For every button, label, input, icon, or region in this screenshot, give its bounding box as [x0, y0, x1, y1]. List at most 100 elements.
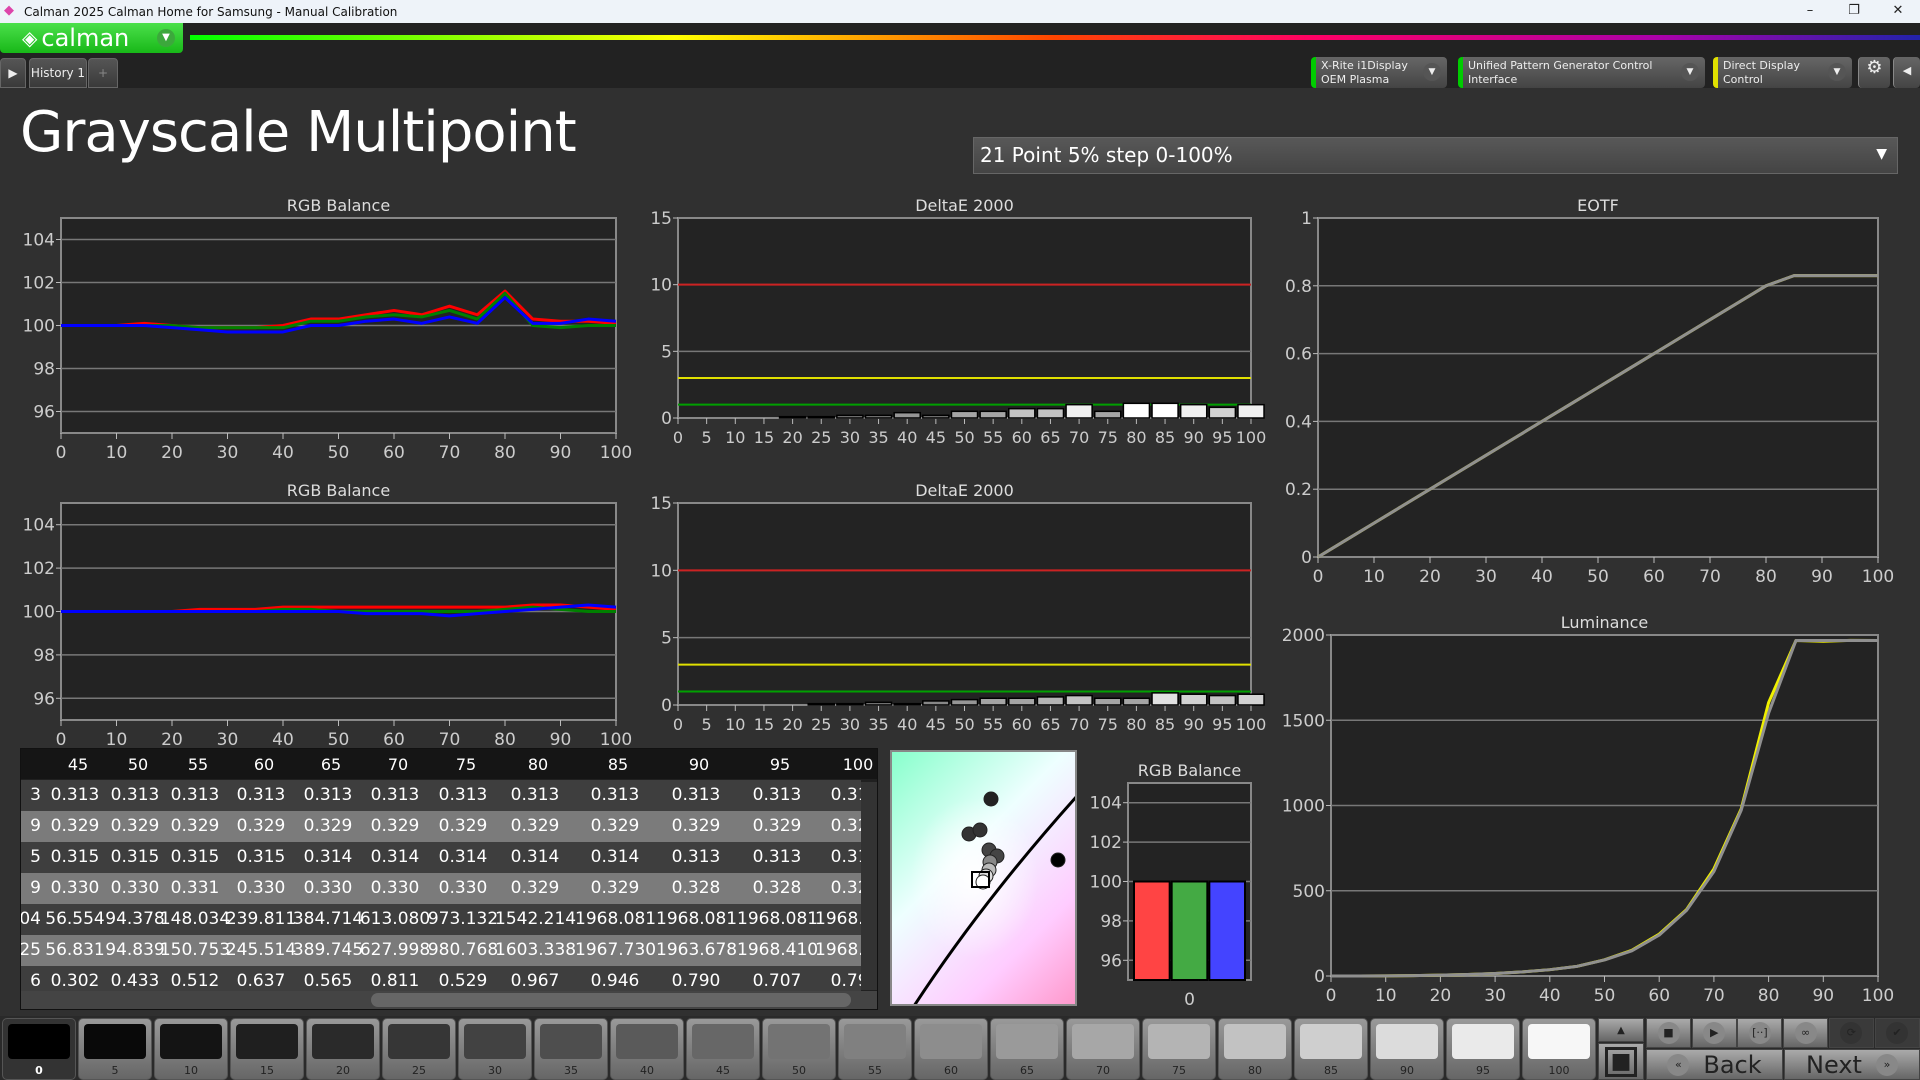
scroll-up-button[interactable]: ▲: [1598, 1018, 1644, 1042]
confirm-button[interactable]: ✔: [1874, 1018, 1920, 1048]
y-tick-label: 96: [33, 689, 55, 709]
patch-swatch-55[interactable]: 55: [838, 1018, 912, 1080]
back-button[interactable]: « Back: [1646, 1049, 1783, 1080]
column-header[interactable]: 75: [455, 755, 477, 774]
meter-dropdown[interactable]: X-Rite i1Display OEM Plasma ▼: [1311, 57, 1447, 88]
patch-swatch-45[interactable]: 45: [686, 1018, 760, 1080]
next-button[interactable]: Next »: [1784, 1049, 1920, 1080]
patch-swatch-95[interactable]: 95: [1446, 1018, 1520, 1080]
swatch-color: [1528, 1024, 1590, 1059]
display-control-dropdown[interactable]: Direct Display Control ▼: [1713, 57, 1852, 88]
patch-swatch-35[interactable]: 35: [534, 1018, 608, 1080]
table-cell: 150.753: [159, 940, 231, 960]
patch-swatch-60[interactable]: 60: [914, 1018, 988, 1080]
column-header[interactable]: 95: [769, 755, 791, 774]
refresh-button[interactable]: ⟳: [1828, 1018, 1874, 1048]
add-tab-button[interactable]: +: [88, 58, 118, 88]
swatch-color: [312, 1024, 374, 1059]
table-cell: 613.080: [359, 909, 431, 929]
fit-button[interactable]: [··]: [1737, 1018, 1783, 1048]
patch-swatch-100[interactable]: 100: [1522, 1018, 1596, 1080]
patch-swatch-0[interactable]: 0: [2, 1018, 76, 1080]
table-cell: 0.637: [236, 971, 286, 991]
play-button[interactable]: ▶: [1691, 1018, 1737, 1048]
stop-button[interactable]: ■: [1646, 1018, 1691, 1048]
patch-swatch-65[interactable]: 65: [990, 1018, 1064, 1080]
column-header[interactable]: 90: [688, 755, 710, 774]
patch-swatch-75[interactable]: 75: [1142, 1018, 1216, 1080]
calman-menu-button[interactable]: ◈ calman ▼: [0, 23, 183, 53]
plot-area: [677, 217, 1252, 419]
stop-measure-button[interactable]: ■: [1598, 1043, 1644, 1080]
patch-swatch-5[interactable]: 5: [78, 1018, 152, 1080]
delta-e-bar: [950, 698, 979, 706]
column-header[interactable]: 60: [253, 755, 275, 774]
collapse-button[interactable]: ◀: [1893, 57, 1920, 88]
swatch-color: [540, 1024, 602, 1059]
x-tick-label: 45: [926, 428, 946, 447]
pattern-generator-dropdown[interactable]: Unified Pattern Generator Control Interf…: [1458, 57, 1705, 88]
table-row: 5 0.315 0.315 0.315 0.315 0.314 0.314 0.314 0.31…: [21, 842, 877, 873]
delta-e-bar: [778, 415, 807, 419]
tab-history-1[interactable]: History 1: [29, 58, 87, 88]
patch-swatch-40[interactable]: 40: [610, 1018, 684, 1080]
patch-swatch-90[interactable]: 90: [1370, 1018, 1444, 1080]
scroll-thumb[interactable]: [371, 993, 851, 1007]
delta-e-bar: [1008, 697, 1036, 706]
x-tick-label: 10: [1363, 567, 1385, 587]
planckian-locus: [913, 795, 1075, 1004]
minimize-button[interactable]: –: [1806, 3, 1814, 18]
x-tick-label: 80: [1126, 715, 1146, 734]
sequence-dropdown[interactable]: 21 Point 5% step 0-100% ▼: [973, 137, 1898, 174]
patch-swatch-15[interactable]: 15: [230, 1018, 304, 1080]
x-tick-label: 35: [868, 428, 888, 447]
y-tick-label: 102: [23, 559, 55, 579]
x-tick-label: 90: [550, 443, 572, 463]
table-cell: 1968.081: [737, 909, 819, 929]
table-row: 9 0.330 0.330 0.331 0.330 0.330 0.330 0.330 0.32…: [21, 873, 877, 904]
swatch-label: 40: [640, 1064, 654, 1077]
gear-icon: ⚙: [1866, 57, 1883, 78]
patch-swatch-20[interactable]: 20: [306, 1018, 380, 1080]
loop-button[interactable]: ∞: [1783, 1018, 1829, 1048]
patch-swatch-50[interactable]: 50: [762, 1018, 836, 1080]
patch-swatch-70[interactable]: 70: [1066, 1018, 1140, 1080]
horizontal-scrollbar[interactable]: [21, 991, 877, 1009]
table-cell: 245.514: [225, 940, 297, 960]
column-header[interactable]: 45: [67, 755, 89, 774]
patch-swatch-10[interactable]: 10: [154, 1018, 228, 1080]
white-point-target: [971, 871, 990, 888]
stop-icon: ■: [1604, 1046, 1638, 1077]
x-tick-label: 70: [1069, 715, 1089, 734]
table-cell: 0.313: [510, 785, 560, 805]
settings-button[interactable]: ⚙: [1858, 57, 1890, 88]
x-tick-label: 70: [1703, 986, 1725, 1006]
column-header[interactable]: 85: [607, 755, 629, 774]
column-header[interactable]: 50: [127, 755, 149, 774]
x-tick-label: 25: [811, 428, 831, 447]
patch-swatch-85[interactable]: 85: [1294, 1018, 1368, 1080]
swatch-color: [1300, 1024, 1362, 1059]
column-header[interactable]: 80: [527, 755, 549, 774]
patch-swatch-80[interactable]: 80: [1218, 1018, 1292, 1080]
table-cell: 0.313: [752, 785, 802, 805]
table-cell: 1963.678: [656, 940, 738, 960]
column-header[interactable]: 100: [842, 755, 874, 774]
x-tick-label: 30: [1484, 986, 1506, 1006]
column-header[interactable]: 65: [320, 755, 342, 774]
delta-e-bar: [922, 700, 950, 706]
table-row: 9 0.329 0.329 0.329 0.329 0.329 0.329 0.329 0.32…: [21, 811, 877, 842]
x-tick-label: 70: [439, 443, 461, 463]
swatch-color: [692, 1024, 754, 1059]
column-header[interactable]: 70: [387, 755, 409, 774]
maximize-button[interactable]: ❐: [1848, 3, 1860, 18]
x-tick-label: 5: [702, 428, 712, 447]
close-button[interactable]: ✕: [1892, 3, 1904, 18]
patch-swatch-25[interactable]: 25: [382, 1018, 456, 1080]
vertical-scrollbar[interactable]: [861, 782, 877, 990]
table-cell: 1968.081: [575, 909, 657, 929]
column-header[interactable]: 55: [187, 755, 209, 774]
patch-swatch-30[interactable]: 30: [458, 1018, 532, 1080]
expand-panel-button[interactable]: ▶: [0, 58, 26, 88]
